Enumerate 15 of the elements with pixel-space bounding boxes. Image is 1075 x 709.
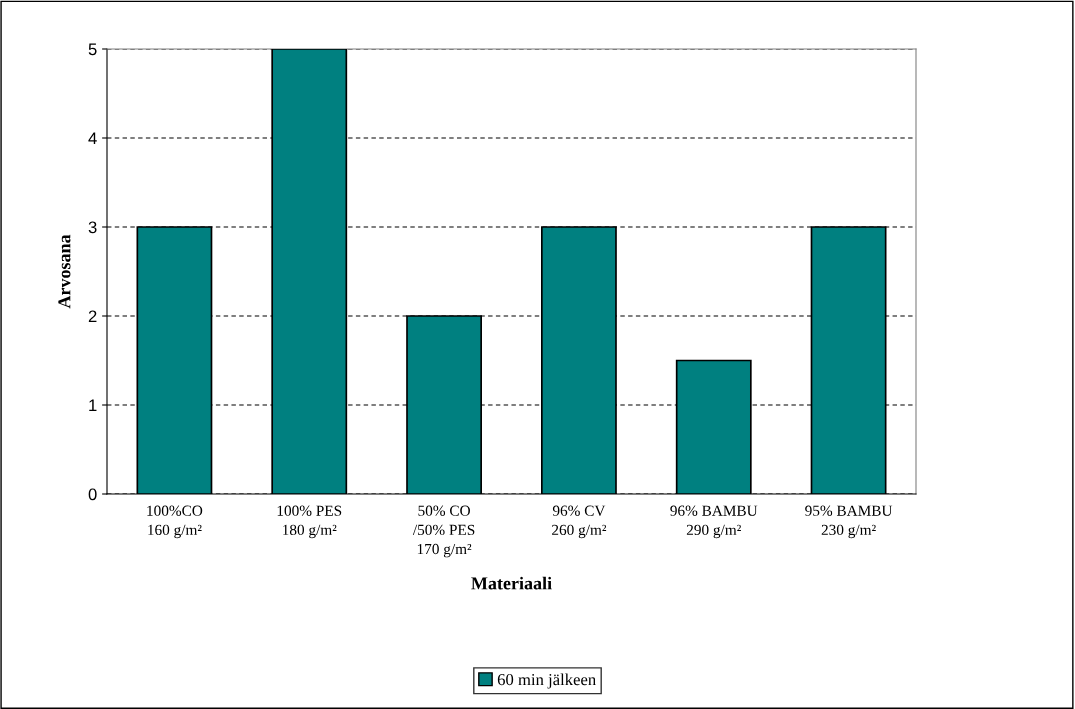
y-tick-label: 3 bbox=[88, 221, 97, 234]
y-axis-title: Arvosana bbox=[58, 234, 71, 309]
y-tick-label: 1 bbox=[89, 399, 97, 412]
y-tick-label: 5 bbox=[88, 43, 97, 56]
legend-label: 60 min jälkeen bbox=[497, 673, 596, 689]
x-tick-label: 95% BAMBU 230 g/m² bbox=[805, 505, 893, 539]
y-tick-label: 2 bbox=[88, 310, 97, 323]
x-tick-label: 100%CO 160 g/m² bbox=[147, 505, 203, 539]
x-tick-label: 100% PES 180 g/m² bbox=[277, 505, 342, 539]
x-tick-label: 96% BAMBU 290 g/m² bbox=[670, 505, 758, 539]
x-tick-label: 50% CO /50% PES 170 g/m² bbox=[412, 505, 475, 558]
y-tick-label: 4 bbox=[88, 132, 97, 145]
y-tick-label: 0 bbox=[88, 488, 97, 501]
x-axis-title: Materiaali bbox=[471, 576, 552, 590]
x-tick-label: 96% CV 260 g/m² bbox=[552, 505, 607, 539]
